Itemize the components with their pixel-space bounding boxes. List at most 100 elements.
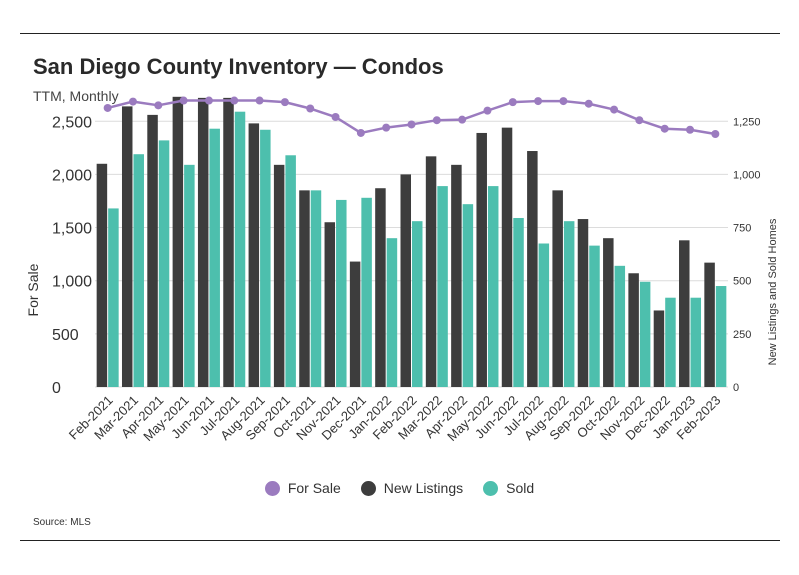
bar-new-listings <box>628 273 639 387</box>
bar-sold <box>133 154 144 387</box>
bar-new-listings <box>679 240 690 387</box>
bar-sold <box>336 199 347 387</box>
bar-sold <box>361 197 372 387</box>
legend: For Sale New Listings Sold <box>0 480 799 496</box>
legend-item-sold[interactable]: Sold <box>483 480 534 496</box>
y2-tick-label: 750 <box>733 223 751 235</box>
for-sale-point <box>179 96 188 105</box>
for-sale-point <box>610 105 619 114</box>
y2-tick-label: 1,000 <box>733 169 761 181</box>
bar-sold <box>462 204 474 387</box>
bar-sold <box>563 221 575 387</box>
y2-axis-title: New Listings and Sold Homes <box>767 218 779 365</box>
bar-new-listings <box>527 151 538 387</box>
bar-sold <box>412 221 423 387</box>
for-sale-point <box>280 98 289 107</box>
legend-item-new-listings[interactable]: New Listings <box>360 480 464 496</box>
for-sale-point <box>534 97 543 106</box>
for-sale-point <box>559 97 568 106</box>
legend-item-for-sale[interactable]: For Sale <box>264 480 341 496</box>
bar-new-listings <box>248 123 260 387</box>
for-sale-point <box>382 123 391 132</box>
bar-new-listings <box>400 174 411 387</box>
y-axis-title: For Sale <box>25 263 41 316</box>
bar-new-listings <box>273 164 285 387</box>
legend-label-new-listings: New Listings <box>383 480 464 496</box>
bar-new-listings <box>324 222 336 387</box>
bar-sold <box>589 245 600 387</box>
source-note: Source: MLS <box>33 517 91 528</box>
y2-tick-label: 250 <box>733 329 751 341</box>
bar-new-listings <box>223 97 234 387</box>
for-sale-point <box>458 115 467 124</box>
for-sale-point <box>154 101 163 110</box>
bar-sold <box>184 164 195 387</box>
bar-new-listings <box>375 188 386 387</box>
bar-sold <box>108 208 119 387</box>
bar-new-listings <box>552 190 563 387</box>
legend-swatch-sold <box>483 480 499 496</box>
bar-sold <box>386 238 398 387</box>
bar-sold <box>437 186 448 387</box>
for-sale-line <box>103 96 720 139</box>
bar-new-listings <box>451 164 462 387</box>
y-tick-label: 1,500 <box>52 221 92 238</box>
bar-sold <box>310 190 322 387</box>
for-sale-point <box>103 103 112 112</box>
for-sale-point <box>331 113 340 122</box>
top-rule <box>20 33 780 34</box>
bar-new-listings <box>603 238 614 387</box>
legend-swatch-for-sale <box>264 480 280 496</box>
for-sale-point <box>255 96 264 105</box>
for-sale-point <box>686 125 695 134</box>
for-sale-point <box>407 120 416 129</box>
bar-sold <box>614 265 626 387</box>
bar-new-listings <box>96 163 108 387</box>
for-sale-point <box>660 124 669 133</box>
bar-sold <box>487 186 499 387</box>
bar-sold <box>538 243 550 387</box>
bar-sold <box>260 129 271 387</box>
for-sale-point <box>128 97 137 106</box>
for-sale-point <box>204 96 213 105</box>
bar-new-listings <box>147 114 158 388</box>
bar-sold <box>209 128 220 387</box>
bar-new-listings <box>501 127 513 388</box>
bars <box>96 96 727 388</box>
y2-tick-label: 500 <box>733 276 751 288</box>
bar-sold <box>665 297 676 387</box>
y-tick-label: 2,500 <box>52 114 92 131</box>
for-sale-point <box>711 130 720 139</box>
for-sale-point <box>432 116 441 125</box>
y-tick-label: 500 <box>52 327 79 344</box>
y-tick-label: 2,000 <box>52 167 92 184</box>
legend-label-sold: Sold <box>506 480 535 496</box>
bar-new-listings <box>197 97 209 387</box>
y2-tick-label: 0 <box>733 382 739 394</box>
bar-new-listings <box>577 219 589 387</box>
bar-sold <box>715 286 727 387</box>
y-tick-label: 1,000 <box>52 274 92 291</box>
bar-new-listings <box>476 132 487 387</box>
for-sale-point <box>508 98 517 107</box>
chart-subtitle: TTM, Monthly <box>33 88 119 104</box>
bar-sold <box>285 155 296 387</box>
chart-title: San Diego County Inventory — Condos <box>33 54 444 79</box>
bar-new-listings <box>349 261 361 387</box>
bar-sold <box>158 140 170 387</box>
for-sale-point <box>483 106 492 115</box>
bar-new-listings <box>704 262 715 387</box>
y-tick-label: 0 <box>52 380 61 397</box>
bottom-rule <box>20 540 780 541</box>
for-sale-point <box>584 99 593 108</box>
for-sale-point <box>306 104 315 113</box>
bar-sold <box>513 217 524 387</box>
bar-new-listings <box>653 310 665 387</box>
legend-label-for-sale: For Sale <box>287 480 341 496</box>
bar-new-listings <box>121 106 133 387</box>
bar-new-listings <box>172 96 184 388</box>
for-sale-point <box>635 116 644 125</box>
for-sale-point <box>356 128 365 137</box>
y2-tick-label: 1,250 <box>733 116 761 128</box>
